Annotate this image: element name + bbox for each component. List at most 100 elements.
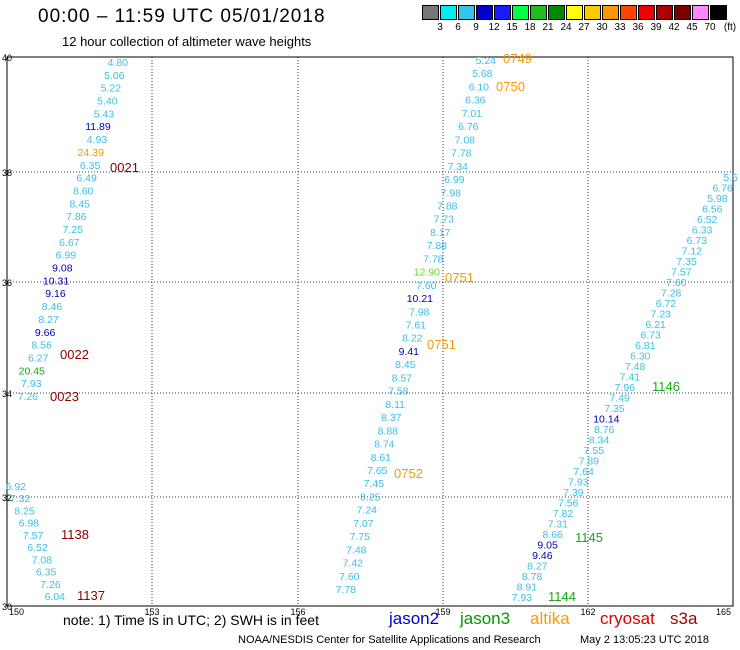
- colorbar-swatch: [458, 5, 475, 20]
- altimeter-tracks: 4.805.065.225.405.4311.894.9324.396.356.…: [6, 55, 739, 604]
- colorbar-tick-label: 36: [632, 22, 644, 33]
- wave-height-label: 7.78: [451, 148, 472, 160]
- colorbar-swatch: [674, 5, 691, 20]
- pass-time-label: 0021: [110, 160, 139, 175]
- colorbar-swatch: [494, 5, 511, 20]
- lat-tick-label: 38: [2, 168, 12, 178]
- wave-height-label: 8.74: [374, 439, 395, 451]
- wave-height-label: 7.93: [512, 592, 533, 604]
- wave-height-label: 6.72: [656, 298, 677, 310]
- wave-height-label: 7.25: [63, 224, 84, 236]
- wave-height-label: 7.12: [682, 246, 703, 258]
- wave-height-label: 8.34: [589, 435, 610, 447]
- wave-height-label: 7.42: [343, 558, 364, 570]
- map-grid: [6, 56, 734, 607]
- wave-height-label: 8.22: [402, 333, 423, 345]
- lon-tick-label: 159: [435, 607, 450, 617]
- colorbar-tick-label: 70: [704, 22, 716, 33]
- satellite-name-cryosat: cryosat: [600, 609, 655, 628]
- wave-height-label: 7.26: [40, 579, 61, 591]
- wave-height-label: 7.48: [625, 361, 646, 373]
- colorbar-swatch: [692, 5, 709, 20]
- wave-height-label: 7.89: [579, 456, 600, 468]
- wave-height-label: 8.57: [392, 372, 413, 384]
- footer-credit: NOAA/NESDIS Center for Satellite Applica…: [238, 634, 541, 646]
- colorbar-swatch: [584, 5, 601, 20]
- colorbar-swatch: [656, 5, 673, 20]
- colorbar-unit-label: (ft): [723, 22, 737, 33]
- footer-note: note: 1) Time is in UTC; 2) SWH is in fe…: [63, 612, 319, 628]
- wave-height-label: 7.61: [406, 320, 427, 332]
- wave-height-label: 7.93: [21, 378, 42, 390]
- colorbar-tick-label: 9: [473, 22, 479, 33]
- pass-time-label: 0751: [445, 270, 474, 285]
- wave-height-label: 6.92: [6, 481, 27, 493]
- colorbar-swatch: [422, 5, 439, 20]
- wave-height-label: 7.35: [604, 403, 625, 415]
- wave-height-label: 7.88: [437, 201, 458, 213]
- colorbar-tick-label: 24: [560, 22, 572, 33]
- lat-tick-label: 32: [2, 493, 12, 503]
- colorbar-swatch: [638, 5, 655, 20]
- wave-height-label: 6.67: [59, 237, 80, 249]
- wave-height-label: 8.56: [31, 340, 52, 352]
- wave-height-label: 7.78: [423, 253, 444, 265]
- wave-height-label: 12.90: [414, 267, 440, 279]
- wave-height-label: 7.96: [615, 382, 636, 394]
- wave-height-label: 5.22: [101, 83, 122, 95]
- colorbar-swatch: [620, 5, 637, 20]
- wave-height-label: 7.57: [671, 267, 692, 279]
- wave-height-label: 7.31: [548, 519, 569, 531]
- wave-height-label: 7.65: [367, 465, 388, 477]
- wave-height-label: 8.25: [360, 491, 381, 503]
- wave-height-label: 6.04: [45, 591, 66, 603]
- wave-height-label: 7.98: [409, 306, 430, 318]
- wave-height-label: 4.80: [108, 57, 129, 69]
- wave-height-label: 8.27: [527, 561, 548, 573]
- wave-height-label: 8.46: [42, 301, 63, 313]
- footer-date: May 2 13:05:23 UTC 2018: [580, 634, 710, 646]
- wave-height-label: 6.73: [640, 330, 661, 342]
- altimeter-track: 6.927.328.256.987.576.527.086.357.266.04: [6, 481, 66, 603]
- wave-height-label: 7.82: [553, 508, 574, 520]
- wave-height-label: 7.41: [620, 372, 641, 384]
- wave-height-label: 6.33: [692, 225, 713, 237]
- wave-height-label: 10.31: [43, 275, 69, 287]
- colorbar-tick-label: 45: [686, 22, 698, 33]
- wave-height-label: 7.75: [350, 531, 371, 543]
- pass-time-label: 0022: [60, 347, 89, 362]
- wave-height-label: 8.88: [378, 425, 399, 437]
- colorbar-swatch: [548, 5, 565, 20]
- colorbar-tick-label: 21: [542, 22, 554, 33]
- colorbar-tick-label: 18: [524, 22, 536, 33]
- wave-height-label: 20.45: [19, 365, 45, 377]
- wave-height-label: 6.52: [697, 214, 718, 226]
- lon-tick-label: 162: [580, 607, 595, 617]
- pass-time-label: 0751: [427, 337, 456, 352]
- wave-height-label: 8.17: [430, 227, 451, 239]
- wave-height-label: 6.35: [80, 160, 101, 172]
- wave-height-label: 8.91: [517, 582, 538, 594]
- wave-height-label: 8.60: [73, 186, 94, 198]
- wave-height-label: 6.56: [702, 204, 723, 216]
- colorbar-tick-label: 3: [437, 22, 443, 33]
- pass-time-label: 0752: [394, 466, 423, 481]
- wave-height-label: 10.21: [407, 293, 433, 305]
- pass-time-label: 1137: [77, 588, 105, 603]
- wave-height-label: 7.08: [455, 134, 476, 146]
- wave-height-label: 7.28: [661, 288, 682, 300]
- wave-height-label: 6.27: [28, 353, 49, 365]
- pass-time-label: 0023: [50, 389, 79, 404]
- lon-tick-label: 153: [144, 607, 159, 617]
- wave-height-label: 6.99: [444, 174, 465, 186]
- wave-height-label: 5.43: [94, 108, 115, 120]
- colorbar-tick-label: 27: [578, 22, 590, 33]
- wave-height-label: 6.73: [687, 235, 708, 247]
- pass-time-label: 0750: [496, 79, 525, 94]
- wave-height-label: 7.98: [441, 187, 462, 199]
- wave-height-label: 7.93: [568, 477, 589, 489]
- wave-height-label: 9.41: [399, 346, 420, 358]
- wave-height-label: 9.08: [52, 263, 73, 275]
- wave-height-label: 8.11: [385, 399, 405, 411]
